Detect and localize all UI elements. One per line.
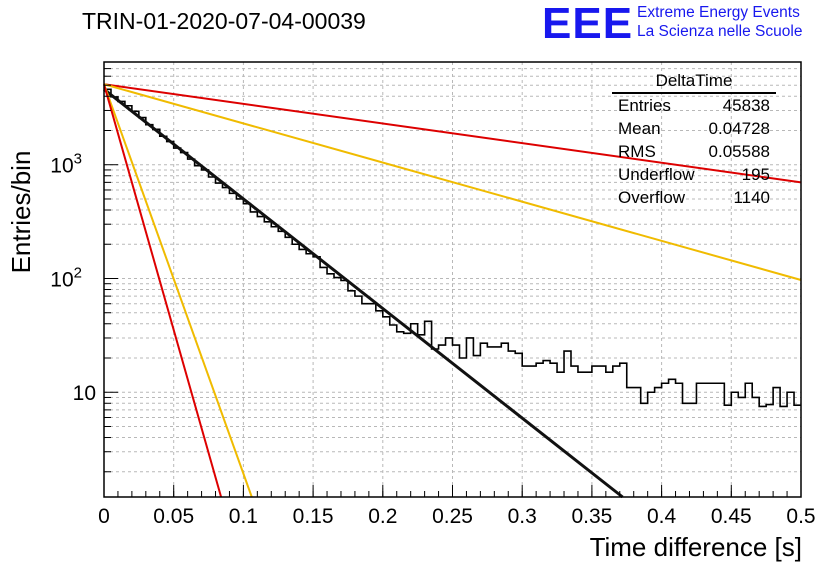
- histogram-layer: [104, 88, 801, 408]
- fit-line: [103, 83, 802, 184]
- x-axis-label: Time difference [s]: [589, 532, 802, 562]
- fit-curves-layer: [103, 83, 802, 499]
- x-tick-label: 0: [98, 505, 110, 528]
- y-tick-label: 102: [50, 264, 82, 291]
- stats-label: Mean: [618, 119, 661, 138]
- logo-tagline-1: Extreme Energy Events: [637, 4, 800, 21]
- y-tick-label: 10: [73, 382, 96, 405]
- stats-value: 0.04728: [708, 119, 770, 138]
- stats-row-mean: Mean 0.04728: [612, 117, 776, 140]
- stats-value: 195: [741, 165, 770, 184]
- x-tick-label: 0.2: [368, 505, 397, 528]
- x-tick-label: 0.35: [571, 505, 612, 528]
- stats-label: Entries: [618, 96, 671, 115]
- grid-layer: [103, 61, 802, 497]
- stats-box: DeltaTime Entries 45838 Mean 0.04728 RMS…: [612, 70, 776, 209]
- stats-row-entries: Entries 45838: [612, 94, 776, 117]
- stats-title: DeltaTime: [612, 70, 776, 94]
- ticks-layer: [103, 61, 802, 497]
- y-tick-label: 103: [50, 151, 82, 178]
- stats-label: Overflow: [618, 188, 686, 207]
- logo-tagline-2: La Scienza nelle Scuole: [637, 23, 803, 40]
- y-axis-label: Entries/bin: [6, 150, 36, 274]
- x-tick-label: 0.25: [432, 505, 473, 528]
- stats-value: 45838: [722, 96, 770, 115]
- x-tick-label: 0.05: [153, 505, 194, 528]
- x-tick-label: 0.5: [786, 505, 815, 528]
- stats-row-overflow: Overflow 1140: [612, 186, 776, 209]
- stats-row-rms: RMS 0.05588: [612, 140, 776, 163]
- stats-value: 0.05588: [708, 142, 770, 161]
- fit-line: [103, 83, 253, 498]
- histogram-outline: [104, 88, 801, 408]
- fit-line: [103, 83, 802, 281]
- x-tick-label: 0.3: [508, 505, 537, 528]
- stats-label: RMS: [618, 142, 656, 161]
- plot-title: TRIN-01-2020-07-04-00039: [82, 8, 366, 34]
- fit-line: [103, 83, 223, 498]
- stats-label: Underflow: [618, 165, 695, 184]
- x-tick-label: 0.15: [293, 505, 334, 528]
- eee-logo: EEE: [542, 0, 634, 48]
- tick-labels-layer: 0 0.05 0.1 0.15 0.2 0.25 0.3 0.35 0.4 0.45 0.5 10 10…: [50, 151, 815, 528]
- x-tick-label: 0.1: [229, 505, 258, 528]
- x-tick-label: 0.45: [711, 505, 752, 528]
- x-tick-label: 0.4: [647, 505, 677, 528]
- fit-line: [103, 88, 624, 499]
- stats-value: 1140: [733, 188, 770, 207]
- stats-row-underflow: Underflow 195: [612, 163, 776, 186]
